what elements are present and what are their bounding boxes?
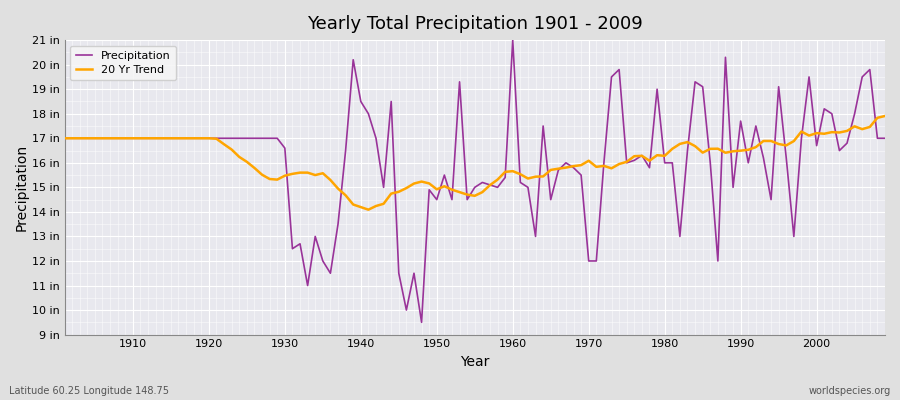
Y-axis label: Precipitation: Precipitation <box>15 144 29 231</box>
Line: 20 Yr Trend: 20 Yr Trend <box>65 116 885 210</box>
20 Yr Trend <box>879 114 890 118</box>
Text: worldspecies.org: worldspecies.org <box>809 386 891 396</box>
Legend: Precipitation, 20 Yr Trend: Precipitation, 20 Yr Trend <box>70 46 176 80</box>
20 Yr Trend <box>120 136 130 141</box>
Precipitation <box>879 136 890 141</box>
20 Yr Trend <box>59 136 70 141</box>
Precipitation <box>120 136 130 141</box>
20 Yr Trend <box>508 169 518 174</box>
Precipitation <box>508 38 518 42</box>
20 Yr Trend <box>333 186 344 191</box>
Title: Yearly Total Precipitation 1901 - 2009: Yearly Total Precipitation 1901 - 2009 <box>307 15 643 33</box>
Line: Precipitation: Precipitation <box>65 40 885 322</box>
Precipitation <box>523 185 534 190</box>
Precipitation <box>287 246 298 251</box>
20 Yr Trend <box>515 172 526 177</box>
20 Yr Trend <box>287 172 298 176</box>
Precipitation <box>59 136 70 141</box>
Precipitation <box>333 222 344 226</box>
X-axis label: Year: Year <box>460 355 490 369</box>
20 Yr Trend <box>606 166 616 171</box>
Precipitation <box>416 320 427 325</box>
Text: Latitude 60.25 Longitude 148.75: Latitude 60.25 Longitude 148.75 <box>9 386 169 396</box>
20 Yr Trend <box>363 207 374 212</box>
Precipitation <box>515 180 526 185</box>
Precipitation <box>614 67 625 72</box>
